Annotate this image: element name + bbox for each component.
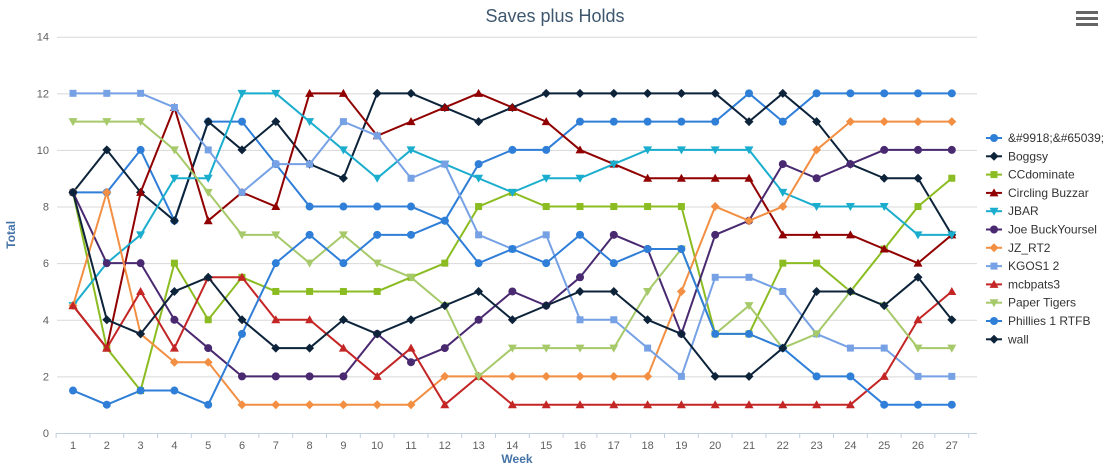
- chart-menu-button[interactable]: [1074, 6, 1102, 30]
- legend-item-paper-tigers[interactable]: Paper Tigers: [986, 296, 1076, 310]
- legend: &#9918;&#65039; Boggsy CCdominate Circling …: [986, 131, 1104, 346]
- x-tick-label: 6: [239, 440, 245, 452]
- x-tick-label: 15: [540, 440, 552, 452]
- legend-item-boggsy[interactable]: Boggsy: [986, 149, 1048, 163]
- series-ccdominate[interactable]: [69, 174, 956, 395]
- y-tick-label: 12: [37, 88, 49, 100]
- legend-item-circling-buzzar[interactable]: Circling Buzzar: [986, 186, 1089, 200]
- x-tick-label: 19: [675, 440, 687, 452]
- x-tick-label: 3: [138, 440, 144, 452]
- y-tick-label: 14: [37, 32, 49, 44]
- x-tick-label: 17: [608, 440, 620, 452]
- y-tick-label: 10: [37, 145, 49, 157]
- x-tick-label: 4: [171, 440, 177, 452]
- legend-item-mcbpats3[interactable]: mcbpats3: [986, 277, 1060, 291]
- legend-label: JBAR: [1008, 204, 1039, 218]
- series-line-mcbpats3[interactable]: [72, 276, 953, 406]
- x-tick-label: 11: [405, 440, 416, 452]
- series-wall[interactable]: [68, 187, 957, 381]
- y-tick-label: 0: [43, 428, 49, 440]
- legend-label: KGOS1 2: [1008, 259, 1060, 273]
- legend-item-kgos1-2[interactable]: KGOS1 2: [986, 259, 1060, 273]
- legend-item-phillies-1-rtfb[interactable]: Phillies 1 RTFB: [986, 314, 1090, 328]
- legend-label: Joe BuckYoursel: [1008, 223, 1097, 237]
- y-tick-label: 4: [43, 315, 49, 327]
- legend-label: CCdominate: [1008, 168, 1075, 182]
- y-tick-label: 6: [43, 258, 49, 270]
- x-tick-label: 13: [472, 440, 484, 452]
- x-tick-label: 21: [743, 440, 755, 452]
- x-tick-label: 18: [641, 440, 653, 452]
- legend-label: wall: [1007, 332, 1029, 346]
- x-tick-label: 5: [205, 440, 211, 452]
- series-jbar[interactable]: [68, 89, 957, 311]
- legend-item-jz-rt2[interactable]: JZ_RT2: [986, 241, 1051, 255]
- x-tick-label: 25: [878, 440, 890, 452]
- x-tick-label: 22: [777, 440, 789, 452]
- legend-item-9918-65039[interactable]: &#9918;&#65039;: [986, 131, 1104, 145]
- x-tick-label: 1: [70, 440, 76, 452]
- legend-label: Paper Tigers: [1008, 296, 1076, 310]
- x-tick-label: 8: [307, 440, 313, 452]
- x-tick-label: 26: [912, 440, 924, 452]
- legend-label: mcbpats3: [1008, 277, 1060, 291]
- legend-item-wall[interactable]: wall: [986, 332, 1029, 346]
- x-tick-label: 2: [104, 440, 110, 452]
- x-axis-title: Week: [501, 452, 532, 466]
- legend-label: Circling Buzzar: [1008, 186, 1089, 200]
- x-tick-label: 20: [709, 440, 721, 452]
- chart-title: Saves plus Holds: [485, 6, 625, 26]
- x-tick-label: 27: [946, 440, 958, 452]
- series-jz-rt2[interactable]: [68, 117, 957, 410]
- x-tick-label: 10: [371, 440, 383, 452]
- legend-item-ccdominate[interactable]: CCdominate: [986, 168, 1075, 182]
- x-axis: 1 2 3 4 5 6 7 8 9 10 11 12 13 14 15 16 17 18 19 20 21 22 23 24 2…: [55, 433, 977, 452]
- y-tick-label: 8: [43, 202, 49, 214]
- legend-label: &#9918;&#65039;: [1008, 131, 1104, 145]
- series-boggsy[interactable]: [68, 88, 957, 240]
- series-line-9918-65039[interactable]: [73, 92, 952, 222]
- y-axis: 0 2 4 6 8 10 12 14: [37, 32, 49, 440]
- x-tick-label: 9: [340, 440, 346, 452]
- hamburger-menu-icon: [1076, 22, 1098, 26]
- hamburger-menu-icon: [1076, 16, 1098, 20]
- hamburger-menu-icon: [1076, 10, 1098, 14]
- y-axis-title: Total: [4, 221, 18, 249]
- x-tick-label: 12: [439, 440, 451, 452]
- series-paper-tigers[interactable]: [68, 118, 957, 381]
- x-tick-label: 24: [844, 440, 856, 452]
- x-tick-label: 7: [273, 440, 279, 452]
- x-tick-label: 14: [506, 440, 518, 452]
- legend-label: Boggsy: [1008, 149, 1048, 163]
- series-line-boggsy[interactable]: [72, 92, 953, 236]
- legend-item-jbar[interactable]: JBAR: [986, 204, 1039, 218]
- legend-label: JZ_RT2: [1008, 241, 1051, 255]
- legend-label: Phillies 1 RTFB: [1008, 314, 1090, 328]
- y-tick-label: 2: [43, 371, 49, 383]
- legend-item-joe-buckyoursel[interactable]: Joe BuckYoursel: [986, 223, 1097, 237]
- x-tick-label: 16: [574, 440, 586, 452]
- series-mcbpats3[interactable]: [68, 272, 957, 409]
- x-tick-label: 23: [810, 440, 822, 452]
